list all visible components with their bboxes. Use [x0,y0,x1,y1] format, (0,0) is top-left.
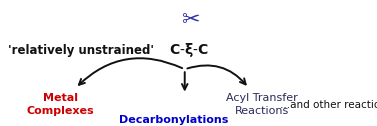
Text: Acyl Transfer
Reactions: Acyl Transfer Reactions [226,93,298,116]
Text: $\mathbf{C}$-$\mathbf{\xi}$-$\mathbf{C}$: $\mathbf{C}$-$\mathbf{\xi}$-$\mathbf{C}$ [169,41,208,59]
Text: Decarbonylations: Decarbonylations [119,115,228,125]
Text: ✂: ✂ [181,10,200,30]
Text: 'relatively unstrained': 'relatively unstrained' [8,44,153,57]
Text: ...and other reactions.: ...and other reactions. [279,100,377,110]
Text: Metal
Complexes: Metal Complexes [26,93,94,116]
